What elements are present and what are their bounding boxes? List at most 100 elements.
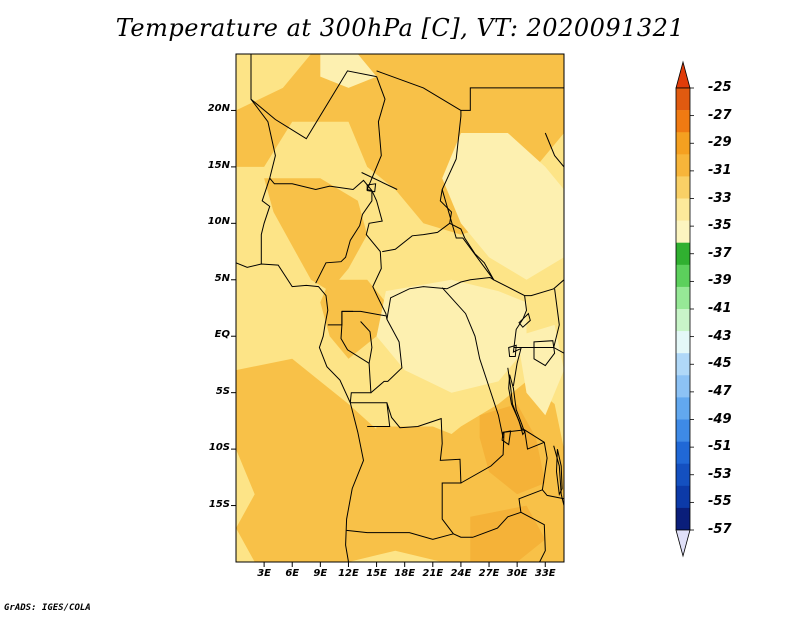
- lat-tick-label: 15S: [208, 498, 230, 510]
- colorbar-segment: [676, 397, 690, 420]
- field-warm-region: [264, 178, 368, 292]
- colorbar-label: -27: [708, 107, 732, 123]
- colorbar-segment: [676, 485, 690, 509]
- border-line: [349, 363, 372, 403]
- colorbar-segment: [676, 198, 690, 221]
- colorbar-label: -47: [708, 383, 732, 399]
- country-borders: [236, 54, 564, 562]
- colorbar-label: -53: [708, 466, 732, 482]
- colorbar-label: -45: [708, 356, 732, 372]
- field-hot-region: [470, 505, 546, 562]
- lake-outline: [555, 448, 563, 497]
- lat-tick-label: 20N: [207, 103, 230, 115]
- axis-ticks: [231, 109, 546, 567]
- border-line: [544, 132, 564, 168]
- colorbar-segment: [676, 309, 690, 332]
- lon-tick-label: 3E: [257, 568, 271, 579]
- colorbar-segment: [676, 110, 690, 133]
- border-line: [441, 287, 504, 438]
- border-line: [346, 529, 454, 540]
- colorbar-segment: [676, 353, 690, 376]
- lake-outline: [366, 183, 377, 193]
- colorbar-segment: [676, 375, 690, 398]
- border-line: [269, 177, 373, 191]
- lat-tick-label: 10N: [207, 216, 230, 228]
- colorbar-label: -39: [708, 273, 732, 289]
- colorbar-label: -31: [708, 162, 732, 178]
- border-line: [460, 429, 548, 538]
- border-line: [361, 172, 398, 190]
- lat-tick-label: 10S: [208, 442, 230, 454]
- colorbar-segment: [676, 507, 690, 531]
- colorbar-label: -41: [708, 301, 732, 316]
- colorbar-label: -33: [708, 190, 732, 206]
- border-line: [366, 76, 386, 192]
- border-line: [553, 347, 564, 354]
- colorbar-segment: [676, 242, 690, 266]
- map-frame: [235, 53, 565, 563]
- colorbar-label: -35: [708, 218, 732, 234]
- border-line: [460, 87, 564, 111]
- colorbar-segment: [676, 220, 690, 243]
- border-line: [365, 190, 388, 320]
- border-line: [350, 402, 474, 538]
- colorbar-segment: [676, 419, 690, 442]
- colorbar-label: -55: [708, 494, 732, 510]
- border-line: [512, 295, 528, 386]
- colorbar-segment: [676, 463, 690, 487]
- border-line: [386, 276, 494, 320]
- lon-tick-label: 33E: [534, 568, 556, 579]
- colorbar-top-arrow: [675, 60, 691, 89]
- border-line: [524, 429, 545, 450]
- border-line: [376, 70, 462, 111]
- border-line: [370, 319, 403, 394]
- border-line: [250, 70, 377, 140]
- border-line: [315, 190, 373, 284]
- map-title: Temperature at 300hPa [C], VT: 202009132…: [115, 14, 685, 42]
- colorbar-segment: [676, 331, 690, 354]
- lon-tick-label: 30E: [506, 568, 528, 579]
- colorbar-bottom-arrow: [675, 529, 691, 558]
- lon-tick-label: 24E: [450, 568, 472, 579]
- field-hot-region: [479, 404, 546, 495]
- border-line: [441, 189, 564, 297]
- colorbar-label: -25: [708, 80, 732, 95]
- border-line: [520, 511, 546, 562]
- colorbar-segment: [676, 88, 690, 111]
- lon-tick-label: 27E: [478, 568, 500, 579]
- border-line: [250, 54, 276, 264]
- colorbar-label: -29: [708, 135, 732, 151]
- border-line: [553, 445, 564, 506]
- lake-outline: [501, 430, 512, 446]
- colorbar-segment: [676, 286, 690, 310]
- lon-tick-label: 15E: [366, 568, 387, 579]
- border-line: [236, 262, 365, 562]
- colorbar-label: -43: [708, 328, 732, 344]
- lat-tick-label: 15N: [207, 159, 230, 171]
- field-cool-region: [376, 279, 527, 393]
- lake-outline: [508, 374, 526, 436]
- lat-tick-label: 5S: [215, 385, 230, 397]
- border-line: [341, 310, 354, 325]
- lon-tick-label: 21E: [422, 568, 444, 579]
- field-warm-region: [367, 426, 480, 495]
- colorbar-segment: [676, 132, 690, 155]
- colorbar-segment: [676, 154, 690, 177]
- grads-credit: GrADS: IGES/COLA: [4, 603, 91, 613]
- colorbar-segment: [676, 264, 690, 288]
- colorbar-label: -51: [708, 439, 732, 455]
- colorbar-segment: [676, 176, 690, 199]
- lon-tick-label: 6E: [285, 568, 300, 579]
- lat-tick-label: EQ: [214, 329, 230, 341]
- lake-outline: [533, 340, 556, 367]
- lon-tick-label: 9E: [313, 568, 328, 579]
- lat-tick-label: 5N: [214, 272, 230, 284]
- border-line: [367, 402, 391, 427]
- lake-outline: [508, 344, 517, 357]
- colorbar-label: -57: [708, 522, 732, 537]
- colorbar-label: -49: [708, 411, 732, 427]
- field-cool-region: [442, 133, 564, 280]
- lake-outline: [518, 312, 531, 328]
- field-warm-region: [320, 279, 386, 359]
